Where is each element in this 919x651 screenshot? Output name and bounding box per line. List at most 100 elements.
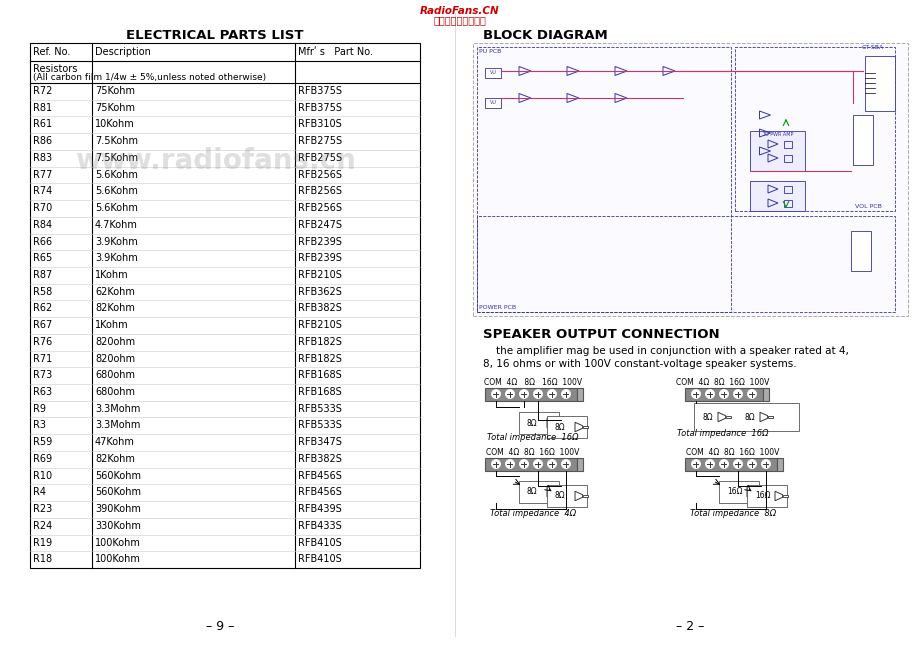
Text: ELECTRICAL PARTS LIST: ELECTRICAL PARTS LIST <box>126 29 303 42</box>
Circle shape <box>505 389 514 398</box>
Text: R23: R23 <box>33 504 52 514</box>
Bar <box>576 388 583 401</box>
Circle shape <box>691 460 699 469</box>
Text: R18: R18 <box>33 554 52 564</box>
Circle shape <box>732 389 742 398</box>
Text: Total impedance  4Ω: Total impedance 4Ω <box>490 509 575 518</box>
Text: 680ohm: 680ohm <box>95 387 135 397</box>
Text: RFB275S: RFB275S <box>298 153 342 163</box>
Circle shape <box>491 389 500 398</box>
Text: R74: R74 <box>33 186 52 197</box>
Circle shape <box>519 460 528 469</box>
Bar <box>476 47 731 312</box>
Text: VU: VU <box>489 70 496 76</box>
Bar <box>484 98 501 108</box>
Text: 5.6Kohm: 5.6Kohm <box>95 186 138 197</box>
Text: 8Ω: 8Ω <box>527 488 537 497</box>
Bar <box>554 422 559 424</box>
Text: R19: R19 <box>33 538 52 547</box>
Bar <box>547 485 586 507</box>
Text: R3: R3 <box>33 421 46 430</box>
Circle shape <box>561 389 570 398</box>
Text: 7.5Kohm: 7.5Kohm <box>95 136 138 146</box>
Bar <box>547 416 586 438</box>
Text: R63: R63 <box>33 387 52 397</box>
Text: R72: R72 <box>33 86 52 96</box>
Text: RFB256S: RFB256S <box>298 170 342 180</box>
Text: RFB182S: RFB182S <box>298 337 342 347</box>
Bar <box>685 388 762 401</box>
Bar <box>783 154 791 161</box>
Bar <box>518 412 559 434</box>
Text: R67: R67 <box>33 320 52 330</box>
Bar <box>484 68 501 78</box>
Text: RFB410S: RFB410S <box>298 538 341 547</box>
Text: 8Ω: 8Ω <box>744 413 754 421</box>
Bar <box>576 458 583 471</box>
Bar <box>484 388 576 401</box>
Text: RFB182S: RFB182S <box>298 353 342 364</box>
Text: Total impedance  16Ω: Total impedance 16Ω <box>676 429 768 438</box>
Text: R4: R4 <box>33 488 46 497</box>
Text: RFB239S: RFB239S <box>298 236 342 247</box>
Bar <box>30 43 420 568</box>
Text: – 2 –: – 2 – <box>675 620 703 633</box>
Bar <box>685 458 777 471</box>
Text: VU: VU <box>489 100 496 105</box>
Text: R69: R69 <box>33 454 52 464</box>
Text: R24: R24 <box>33 521 52 531</box>
Circle shape <box>491 460 500 469</box>
Text: www.radiofans.cn: www.radiofans.cn <box>74 147 355 175</box>
Text: COM  4Ω   8Ω   16Ω  100V: COM 4Ω 8Ω 16Ω 100V <box>483 378 582 387</box>
Bar <box>782 495 787 497</box>
Bar <box>864 55 894 111</box>
Text: Mfrʹ s   Part No.: Mfrʹ s Part No. <box>298 47 372 57</box>
Text: COM  4Ω  8Ω  16Ω  100V: COM 4Ω 8Ω 16Ω 100V <box>486 448 579 457</box>
Bar <box>734 47 894 211</box>
Text: 75Kohm: 75Kohm <box>95 103 135 113</box>
Text: RFB533S: RFB533S <box>298 421 342 430</box>
Text: Total impedance  16Ω: Total impedance 16Ω <box>487 433 578 442</box>
Bar <box>484 458 576 471</box>
Text: 330Kohm: 330Kohm <box>95 521 141 531</box>
Text: RFB256S: RFB256S <box>298 203 342 213</box>
Text: R9: R9 <box>33 404 46 414</box>
Text: 8Ω: 8Ω <box>554 492 565 501</box>
Text: 100Kohm: 100Kohm <box>95 538 141 547</box>
Text: R83: R83 <box>33 153 52 163</box>
Text: RFB210S: RFB210S <box>298 320 342 330</box>
Text: RFB362S: RFB362S <box>298 286 342 297</box>
Text: SPEAKER OUTPUT CONNECTION: SPEAKER OUTPUT CONNECTION <box>482 328 719 341</box>
Bar <box>746 485 786 507</box>
Text: 75Kohm: 75Kohm <box>95 86 135 96</box>
Bar <box>518 481 559 503</box>
Bar <box>783 186 791 193</box>
Text: R77: R77 <box>33 170 52 180</box>
Text: 82Kohm: 82Kohm <box>95 454 135 464</box>
Text: Total impedance  8Ω: Total impedance 8Ω <box>689 509 776 518</box>
Bar <box>554 491 559 493</box>
Bar <box>762 388 768 401</box>
Bar <box>582 426 587 428</box>
Text: RFB533S: RFB533S <box>298 404 342 414</box>
Text: RFB375S: RFB375S <box>298 86 342 96</box>
Text: TO PWR AMP: TO PWR AMP <box>762 132 793 137</box>
Bar <box>472 43 907 316</box>
Circle shape <box>732 460 742 469</box>
Text: RFB168S: RFB168S <box>298 387 341 397</box>
Text: 7.5Kohm: 7.5Kohm <box>95 153 138 163</box>
Text: RFB275S: RFB275S <box>298 136 342 146</box>
Text: (All carbon film 1/4w ± 5%,unless noted otherwise): (All carbon film 1/4w ± 5%,unless noted … <box>33 73 266 82</box>
Text: RFB456S: RFB456S <box>298 488 342 497</box>
Circle shape <box>761 460 770 469</box>
Text: R73: R73 <box>33 370 52 380</box>
Text: 1Kohm: 1Kohm <box>95 270 129 280</box>
Text: 680ohm: 680ohm <box>95 370 135 380</box>
Circle shape <box>505 460 514 469</box>
Text: R84: R84 <box>33 220 52 230</box>
Text: 82Kohm: 82Kohm <box>95 303 135 313</box>
Text: VOL PCB: VOL PCB <box>854 204 881 209</box>
Text: R71: R71 <box>33 353 52 364</box>
Text: R70: R70 <box>33 203 52 213</box>
Circle shape <box>561 460 570 469</box>
